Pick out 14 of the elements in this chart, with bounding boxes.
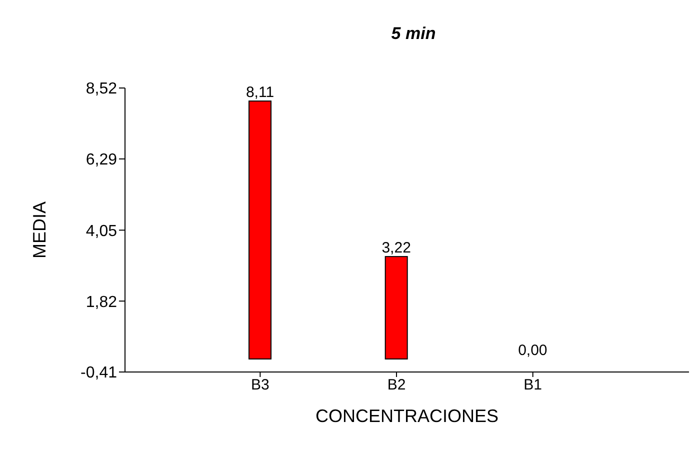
x-tick-label: B2 bbox=[387, 376, 406, 394]
data-label: 3,22 bbox=[382, 240, 411, 257]
data-label: 8,11 bbox=[246, 84, 274, 102]
y-tick-label: 4,05 bbox=[86, 222, 118, 240]
data-label: 0,00 bbox=[518, 342, 548, 359]
x-axis-title: CONCENTRACIONES bbox=[315, 406, 499, 426]
y-tick-label: 8,52 bbox=[86, 80, 118, 98]
x-tick-label: B3 bbox=[250, 376, 270, 394]
chart-title: 5 min bbox=[390, 24, 437, 44]
x-tick-label: B1 bbox=[524, 376, 542, 394]
y-tick-label: 6,29 bbox=[86, 152, 118, 169]
y-axis-title: MEDIA bbox=[30, 201, 50, 259]
y-tick-label: 1,82 bbox=[86, 294, 118, 311]
y-tick-label: -0,41 bbox=[80, 364, 118, 382]
